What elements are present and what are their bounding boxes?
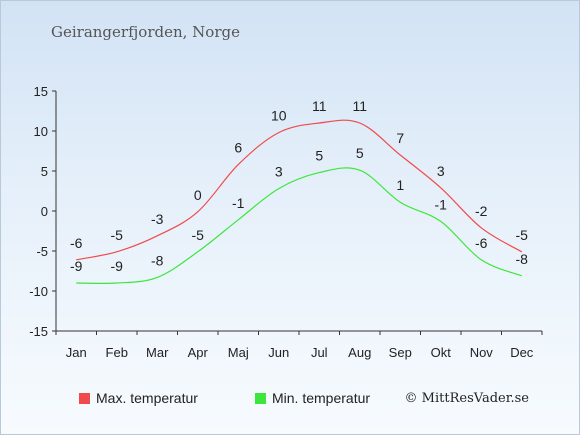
- y-tick-label: 15: [34, 84, 48, 99]
- min-data-label: -6: [475, 235, 488, 251]
- max-data-label: 11: [312, 98, 327, 114]
- x-tick-label: Dec: [510, 345, 534, 360]
- legend-min-swatch: [255, 392, 266, 404]
- legend-max-swatch: [79, 392, 90, 404]
- y-tick-label: 0: [41, 204, 48, 219]
- min-data-label: 5: [315, 148, 323, 164]
- min-data-label: -8: [151, 252, 164, 268]
- min-data-label: 1: [396, 177, 404, 193]
- max-data-label: 3: [437, 163, 445, 179]
- max-data-label: 6: [234, 140, 242, 156]
- max-data-label: 0: [194, 187, 202, 203]
- min-temperature-line: [76, 167, 522, 285]
- x-tick-label: Sep: [389, 345, 412, 360]
- x-tick-label: Nov: [470, 345, 494, 360]
- x-tick-label: Okt: [431, 345, 452, 360]
- legend-min: Min. temperatur: [255, 390, 370, 406]
- max-data-label: -2: [475, 203, 488, 219]
- max-data-label: -5: [111, 227, 124, 243]
- legend-min-label: Min. temperatur: [272, 390, 371, 406]
- min-data-label: 5: [356, 145, 364, 161]
- legend-max-label: Max. temperatur: [96, 390, 198, 406]
- max-temperature-line: [76, 119, 523, 261]
- min-data-label: -8: [516, 251, 529, 267]
- max-data-label: -3: [151, 211, 164, 227]
- copyright: © MittResVader.se: [404, 391, 529, 406]
- y-tick-label: -10: [29, 284, 48, 299]
- x-tick-label: Maj: [228, 345, 249, 360]
- min-data-label: -1: [232, 195, 245, 211]
- max-data-label: -6: [70, 235, 83, 251]
- y-tick-label: 5: [41, 164, 48, 179]
- place-title: Geirangerfjorden, Norge: [51, 23, 240, 41]
- x-tick-label: Jan: [66, 345, 87, 360]
- x-tick-label: Feb: [106, 345, 128, 360]
- min-data-label: 3: [275, 164, 283, 180]
- x-tick-label: Apr: [188, 345, 209, 360]
- max-data-label: -5: [516, 227, 529, 243]
- min-data-label: -9: [70, 258, 83, 274]
- y-tick-label: 10: [34, 124, 48, 139]
- x-tick-label: Jun: [268, 345, 289, 360]
- max-data-label: 11: [352, 98, 367, 114]
- legend-max: Max. temperatur: [79, 390, 198, 406]
- min-data-label: -1: [435, 196, 448, 212]
- min-data-label: -9: [111, 258, 124, 274]
- x-tick-label: Jul: [311, 345, 328, 360]
- y-tick-label: -15: [29, 324, 48, 339]
- y-tick-label: -5: [36, 244, 48, 259]
- x-tick-label: Aug: [348, 345, 371, 360]
- max-data-label: 7: [396, 130, 404, 146]
- min-data-label: -5: [192, 227, 205, 243]
- max-data-label: 10: [271, 108, 287, 124]
- x-tick-label: Mar: [146, 345, 169, 360]
